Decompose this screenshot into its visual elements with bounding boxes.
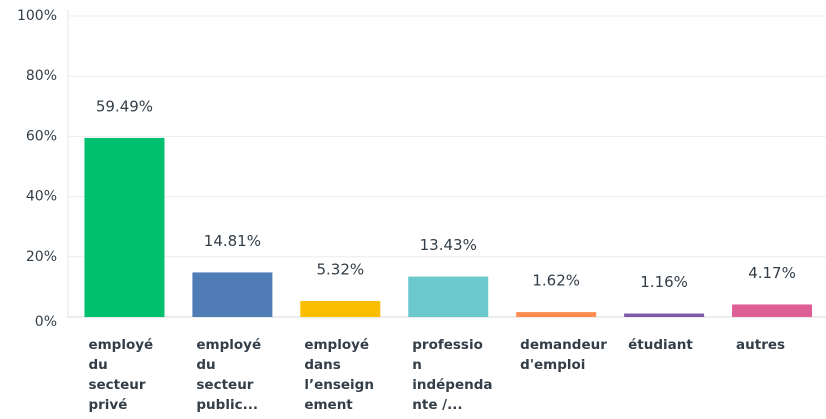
- y-tick-label: 80%: [26, 68, 57, 84]
- x-tick-label: nte /...: [412, 397, 462, 413]
- x-tick-label: ement: [304, 397, 353, 413]
- x-tick-label: indépenda: [412, 377, 492, 393]
- value-label: 1.16%: [640, 273, 688, 291]
- value-label: 13.43%: [420, 236, 477, 254]
- y-tick-label: 40%: [26, 189, 57, 205]
- x-tick-label: du: [88, 357, 107, 373]
- x-tick-label: du: [196, 357, 215, 373]
- y-tick-label: 60%: [26, 128, 57, 144]
- value-label: 5.32%: [316, 260, 364, 278]
- value-label: 1.62%: [532, 272, 580, 290]
- x-tick-label: n: [412, 357, 422, 373]
- x-tick-label: dans: [304, 357, 340, 373]
- x-tick-label: l’enseign: [304, 377, 374, 393]
- value-label: 4.17%: [748, 264, 796, 282]
- x-tick-label: privé: [88, 397, 127, 413]
- y-tick-label: 0%: [35, 314, 57, 330]
- bar: [192, 272, 273, 317]
- bar: [300, 300, 381, 317]
- x-tick-label: autres: [736, 337, 785, 353]
- x-tick-label: employé: [196, 337, 261, 353]
- bar: [516, 312, 597, 317]
- bar: [84, 137, 165, 317]
- bar: [624, 313, 705, 317]
- value-label: 59.49%: [96, 97, 153, 115]
- x-tick-label: professio: [412, 337, 483, 353]
- bar: [732, 304, 813, 317]
- x-tick-label: secteur: [88, 377, 145, 393]
- x-tick-label: public...: [196, 397, 258, 413]
- value-label: 14.81%: [204, 232, 261, 250]
- x-tick-label: employé: [88, 337, 153, 353]
- bar: [408, 276, 489, 317]
- x-tick-label: d'emploi: [520, 357, 585, 373]
- x-tick-label: secteur: [196, 377, 253, 393]
- x-tick-label: demandeur: [520, 337, 607, 353]
- x-tick-label: employé: [304, 337, 369, 353]
- x-tick-label: étudiant: [628, 337, 693, 353]
- y-tick-label: 100%: [17, 8, 57, 24]
- y-tick-label: 20%: [26, 249, 57, 265]
